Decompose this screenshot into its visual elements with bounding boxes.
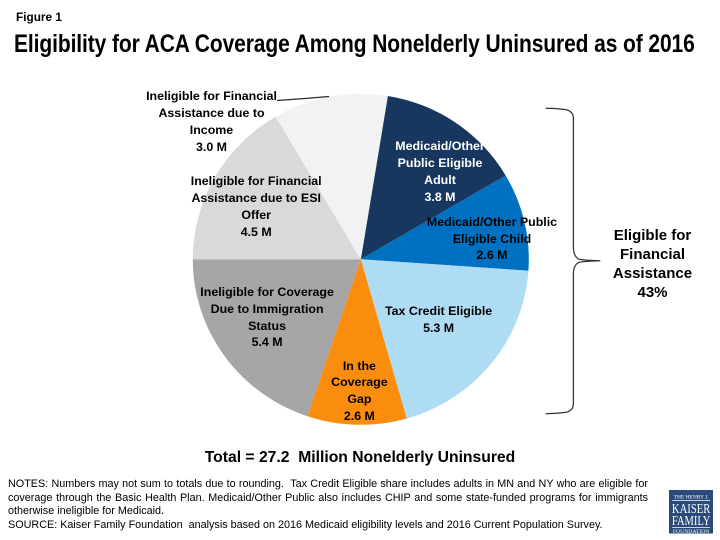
svg-text:THE HENRY J.: THE HENRY J.	[674, 496, 709, 501]
svg-text:FOUNDATION: FOUNDATION	[673, 529, 710, 534]
svg-text:FAMILY: FAMILY	[672, 514, 710, 529]
svg-text:KAISER: KAISER	[672, 502, 711, 517]
